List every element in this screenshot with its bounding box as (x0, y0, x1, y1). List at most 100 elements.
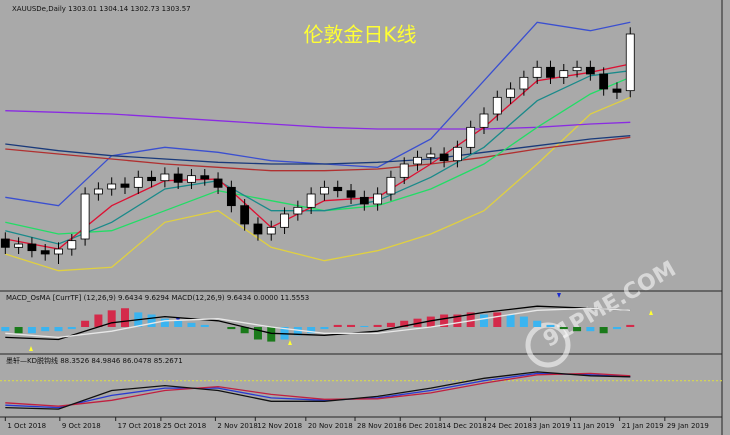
x-tick-label: 17 Oct 2018 (118, 422, 161, 430)
histogram-bar (267, 327, 276, 342)
candle-body (240, 205, 250, 225)
candle-body (14, 243, 24, 248)
histogram-bar (599, 327, 608, 334)
candle-body (359, 196, 369, 205)
histogram-bar (373, 324, 382, 327)
indicator-line (5, 307, 631, 339)
histogram-bar (1, 327, 10, 332)
candle-body (173, 173, 183, 183)
histogram-bar (400, 320, 409, 327)
histogram-bar (559, 327, 568, 330)
histogram-bar (360, 325, 369, 327)
candle-body (147, 176, 156, 182)
histogram-bar (253, 327, 262, 340)
candle-body (320, 186, 329, 195)
histogram-bar (160, 318, 169, 327)
x-tick-label: 1 Oct 2018 (7, 422, 46, 430)
x-tick-label: 3 Jan 2019 (533, 422, 571, 430)
x-tick-label: 21 Jan 2019 (622, 422, 664, 430)
candle-body (120, 183, 130, 188)
candle-body (612, 88, 622, 93)
x-tick-label: 2 Nov 2018 (217, 422, 257, 430)
histogram-bar (333, 324, 342, 327)
histogram-bar (586, 327, 595, 332)
x-tick-label: 11 Jan 2019 (572, 422, 614, 430)
candle-body (546, 66, 555, 78)
candle-body (559, 70, 569, 78)
candle-body (253, 223, 263, 235)
signal-arrow (557, 293, 561, 298)
histogram-bar (187, 322, 196, 327)
candle-body (266, 226, 276, 235)
candle-body (625, 33, 635, 92)
histogram-bar (612, 327, 621, 330)
indicator-line (5, 70, 631, 245)
main-header: XAUUSDe,Daily 1303.01 1304.14 1302.73 13… (12, 5, 191, 13)
candle-body (466, 126, 476, 148)
histogram-bar (200, 324, 209, 327)
candle-body (67, 240, 77, 250)
histogram-bar (546, 324, 555, 327)
candle-body (40, 250, 50, 255)
candle-body (133, 176, 143, 188)
histogram-bar (440, 314, 449, 327)
candle-body (426, 153, 436, 158)
x-tick-label: 14 Dec 2018 (442, 422, 487, 430)
candle-body (187, 175, 196, 183)
histogram-bar (41, 327, 50, 332)
histogram-bar (293, 327, 302, 336)
signal-arrow (649, 310, 653, 315)
signal-arrow (29, 346, 33, 351)
candle-body (54, 248, 63, 255)
indicator-line (5, 305, 631, 341)
histogram-bar (320, 327, 329, 330)
x-tick-label: 12 Nov 2018 (257, 422, 302, 430)
histogram-bar (479, 314, 488, 327)
candle-body (386, 176, 396, 195)
histogram-bar (453, 314, 462, 327)
histogram-bar (227, 327, 236, 330)
candle-body (160, 173, 170, 182)
candle-body (373, 193, 383, 205)
histogram-bar (54, 327, 63, 332)
histogram-bar (107, 310, 116, 327)
candle-body (213, 178, 223, 188)
histogram-bar (147, 314, 156, 327)
candle-body (280, 213, 289, 228)
histogram-bar (519, 316, 528, 327)
indicator-line (5, 136, 631, 172)
candle-body (479, 113, 489, 128)
histogram-bar (493, 312, 502, 327)
histogram-bar (533, 320, 542, 327)
kd-header: 墨轩—KD脱钩线 88.3526 84.9846 86.0478 85.2671 (6, 356, 183, 365)
indicator-line (5, 96, 631, 272)
histogram-bar (347, 324, 356, 327)
candle-body (333, 186, 343, 192)
candle-body (346, 190, 356, 198)
histogram-bar (506, 314, 515, 327)
candle-body (572, 66, 582, 72)
candle-body (226, 186, 236, 207)
x-tick-label: 24 Dec 2018 (487, 422, 532, 430)
x-tick-label: 25 Oct 2018 (163, 422, 206, 430)
histogram-bar (573, 327, 582, 332)
histogram-bar (81, 320, 90, 327)
x-tick-label: 6 Dec 2018 (402, 422, 442, 430)
signal-arrow (288, 340, 292, 345)
candle-body (399, 163, 409, 178)
indicator-line (5, 372, 631, 409)
histogram-bar (94, 314, 103, 327)
x-tick-label: 29 Jan 2019 (667, 422, 709, 430)
candle-body (506, 88, 515, 98)
chart-title: 伦敦金日K线 (303, 23, 416, 47)
candle-body (492, 96, 502, 115)
candle-body (200, 175, 210, 180)
candle-body (27, 243, 37, 252)
x-tick-label: 28 Nov 2018 (357, 422, 402, 430)
x-tick-label: 9 Oct 2018 (62, 422, 101, 430)
histogram-bar (120, 308, 129, 327)
candle-body (93, 188, 103, 195)
candle-body (519, 76, 529, 90)
